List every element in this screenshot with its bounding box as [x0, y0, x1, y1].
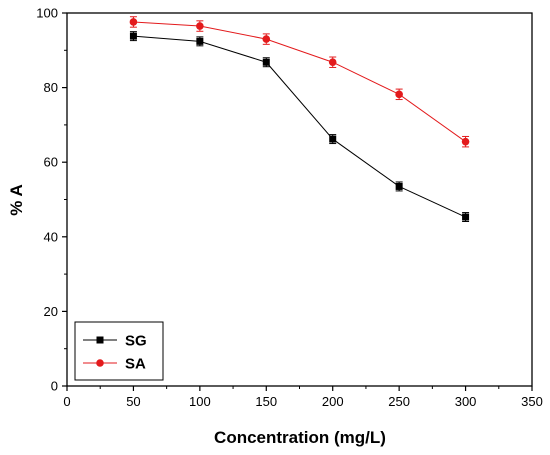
- y-tick-label: 100: [36, 6, 58, 21]
- x-tick-label: 250: [388, 394, 410, 409]
- y-tick-label: 0: [51, 379, 58, 394]
- x-tick-label: 100: [189, 394, 211, 409]
- point-sa: [196, 22, 204, 30]
- plot-layer: [129, 16, 470, 223]
- y-tick-label: 40: [44, 229, 58, 244]
- legend-label-sa: SA: [125, 356, 146, 373]
- point-sa: [328, 58, 337, 67]
- x-axis-title: Concentration (mg/L): [214, 428, 386, 447]
- y-tick-label: 20: [44, 304, 58, 319]
- y-axis-title: % A: [7, 184, 26, 216]
- legend-marker-sg: [96, 336, 104, 344]
- x-tick-label: 200: [322, 394, 344, 409]
- legend-box: [74, 321, 164, 381]
- point-sa: [395, 90, 403, 99]
- x-tick-label: 300: [455, 394, 477, 409]
- y-tick-label: 60: [44, 155, 58, 170]
- legend-label-sg: SG: [125, 333, 147, 350]
- point-sg: [395, 182, 403, 190]
- series-line-sa: [133, 21, 466, 143]
- point-sg: [196, 37, 204, 45]
- point-sg: [262, 58, 270, 66]
- point-sa: [262, 35, 271, 43]
- x-tick-label: 150: [255, 394, 277, 409]
- y-tick-label: 80: [44, 80, 58, 95]
- x-tick-label: 0: [63, 394, 70, 409]
- point-sa: [461, 137, 470, 146]
- legend: SG SA: [74, 321, 164, 381]
- legend-marker-sa: [96, 359, 104, 367]
- point-sa: [129, 18, 138, 26]
- x-tick-label: 50: [126, 394, 140, 409]
- point-sg: [462, 213, 470, 221]
- series-line-sg: [133, 35, 466, 218]
- point-sg: [329, 135, 337, 143]
- axes-layer: 0 50 100 150 200 250 300 350 0 20 40 60 80 100: [36, 6, 543, 410]
- point-sg: [129, 32, 137, 40]
- x-tick-label: 350: [521, 394, 543, 409]
